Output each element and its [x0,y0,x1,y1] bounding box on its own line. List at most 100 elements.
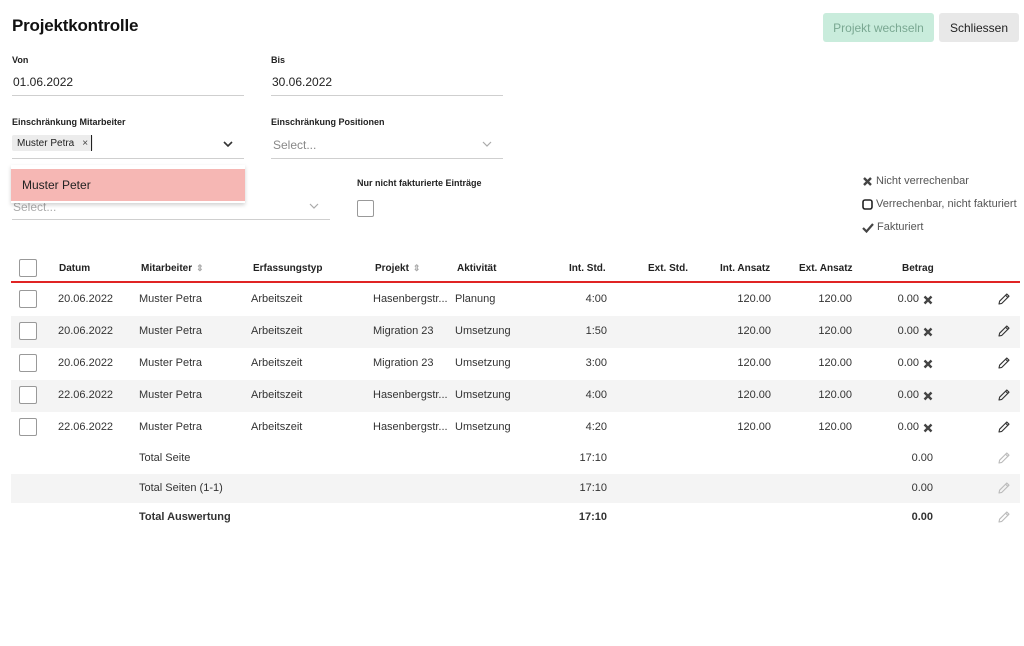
row-checkbox[interactable] [19,290,37,308]
chip-remove-icon[interactable]: × [82,137,89,149]
mitarbeiter-dropdown: Muster Peter [11,165,245,203]
select-all-checkbox[interactable] [19,259,37,277]
cell-mitarbeiter: Muster Petra [139,357,202,369]
cell-int-std: 4:20 [585,421,607,433]
cell-erfassungstyp: Arbeitszeit [251,293,303,305]
total-int-std: 17:10 [579,482,607,494]
col-erfassungstyp[interactable]: Erfassungstyp [253,263,323,274]
pencil-icon[interactable] [997,292,1011,306]
x-mark-icon [923,391,933,401]
cell-int-std: 4:00 [585,389,607,401]
pencil-icon[interactable] [997,356,1011,370]
legend-nicht: Nicht verrechenbar [862,175,969,187]
cell-aktivitaet: Umsetzung [455,357,511,369]
row-checkbox[interactable] [19,386,37,404]
cell-int-ansatz: 120.00 [737,389,771,401]
col-int-ansatz[interactable]: Int. Ansatz [720,263,771,274]
cell-int-std: 1:50 [585,325,607,337]
cell-betrag: 0.00 [897,325,919,337]
sort-icon[interactable]: ⇕ [196,263,204,273]
chip-label: Muster Petra [17,137,75,149]
bis-underline [271,95,503,96]
pencil-icon[interactable] [997,388,1011,402]
cell-projekt: Hasenbergstr... [373,421,448,433]
x-mark-icon [863,176,872,186]
col-mitarbeiter-label: Mitarbeiter [141,263,193,274]
cell-int-ansatz: 120.00 [737,357,771,369]
total-row: Total Seite 17:10 0.00 [11,444,1020,473]
total-betrag: 0.00 [911,511,933,523]
bis-input[interactable]: 30.06.2022 [272,75,333,89]
cell-mitarbeiter: Muster Petra [139,421,202,433]
cell-projekt: Hasenbergstr... [373,389,448,401]
col-betrag[interactable]: Betrag [902,263,934,274]
cell-ext-ansatz: 120.00 [818,325,852,337]
cell-erfassungstyp: Arbeitszeit [251,357,303,369]
von-label: Von [12,55,29,65]
total-betrag: 0.00 [911,452,933,464]
positionen-chevron-down-icon[interactable] [482,139,492,149]
pencil-icon[interactable] [997,420,1011,434]
positionen-filter-label: Einschränkung Positionen [271,117,385,127]
cell-betrag: 0.00 [897,357,919,369]
cell-datum: 20.06.2022 [58,325,114,337]
nur-label: Nur nicht fakturierte Einträge [357,178,482,188]
table-row[interactable]: 20.06.2022 Muster Petra Arbeitszeit Migrati… [11,316,1020,348]
positionen-select[interactable]: Select... [273,138,317,152]
total-row: Total Auswertung 17:10 0.00 [11,503,1020,532]
nur-checkbox[interactable] [357,200,374,217]
col-projekt-label: Projekt [375,263,409,274]
col-ext-ansatz[interactable]: Ext. Ansatz [799,263,853,274]
page-title: Projektkontrolle [12,16,139,35]
cell-projekt: Hasenbergstr... [373,293,448,305]
table-row[interactable]: 22.06.2022 Muster Petra Arbeitszeit Hasenbe… [11,380,1020,412]
close-button[interactable]: Schliessen [939,13,1019,42]
pencil-icon [998,482,1010,494]
col-ext-std[interactable]: Ext. Std. [648,263,689,274]
cell-projekt: Migration 23 [373,357,434,369]
cell-datum: 20.06.2022 [58,357,114,369]
col-datum[interactable]: Datum [59,263,91,274]
cell-datum: 22.06.2022 [58,421,114,433]
text-cursor [91,135,92,151]
cell-aktivitaet: Umsetzung [455,421,511,433]
row-checkbox[interactable] [19,418,37,436]
third-underline [12,219,330,220]
cell-aktivitaet: Umsetzung [455,325,511,337]
row-checkbox[interactable] [19,354,37,372]
col-projekt[interactable]: Projekt ⇕ [375,263,420,274]
pencil-icon [998,452,1010,464]
cell-datum: 20.06.2022 [58,293,114,305]
pencil-icon [998,511,1010,523]
von-input[interactable]: 01.06.2022 [13,75,74,89]
x-mark-icon [923,295,933,305]
cell-int-ansatz: 120.00 [737,293,771,305]
table-row[interactable]: 20.06.2022 Muster Petra Arbeitszeit Migrati… [11,348,1020,380]
table-row[interactable]: 22.06.2022 Muster Petra Arbeitszeit Hasenbe… [11,412,1020,444]
switch-project-button[interactable]: Projekt wechseln [823,13,934,42]
cell-datum: 22.06.2022 [58,389,114,401]
x-mark-icon [923,423,933,433]
cell-aktivitaet: Umsetzung [455,389,511,401]
mitarbeiter-chevron-down-icon[interactable] [223,139,233,149]
mitarbeiter-filter-label: Einschränkung Mitarbeiter [12,117,126,127]
col-aktivitaet[interactable]: Aktivität [457,263,497,274]
von-underline [12,95,244,96]
cell-betrag: 0.00 [897,389,919,401]
third-chevron-down-icon[interactable] [309,201,319,211]
cell-mitarbeiter: Muster Petra [139,325,202,337]
cell-ext-ansatz: 120.00 [818,357,852,369]
total-label: Total Seite [139,452,191,464]
total-label: Total Seiten (1-1) [139,482,223,494]
sort-icon[interactable]: ⇕ [412,263,421,273]
cell-projekt: Migration 23 [373,325,434,337]
pencil-icon[interactable] [997,324,1011,338]
dropdown-option[interactable]: Muster Peter [11,169,245,201]
cell-int-ansatz: 120.00 [737,325,771,337]
row-checkbox[interactable] [19,322,37,340]
table-row[interactable]: 20.06.2022 Muster Petra Arbeitszeit Hasenbe… [11,284,1020,316]
third-select[interactable]: Select... [13,200,57,214]
col-mitarbeiter[interactable]: Mitarbeiter ⇕ [141,263,204,274]
bis-label: Bis [271,55,286,65]
col-int-std[interactable]: Int. Std. [569,263,606,274]
